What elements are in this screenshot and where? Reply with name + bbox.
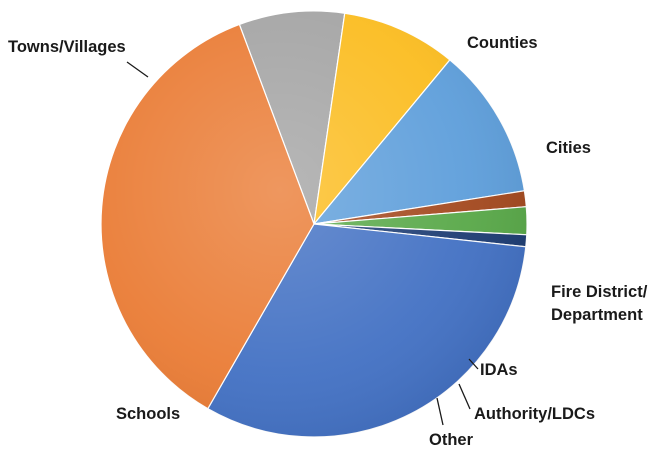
slice-label-schools: Schools	[116, 405, 180, 423]
slice-label-authority-ldcs: Authority/LDCs	[474, 405, 595, 423]
slice-labels: Counties Cities Fire District/Department ID…	[8, 34, 648, 449]
slice-label-towns-villages: Towns/Villages	[8, 38, 126, 56]
pie-slices	[100, 10, 528, 438]
leader-line-authority-ldcs	[458, 383, 471, 410]
slice-label-idas: IDAs	[480, 361, 518, 379]
slice-label-counties: Counties	[467, 34, 538, 52]
slice-label-other: Other	[429, 431, 474, 449]
leader-lines	[126, 61, 479, 426]
leader-line-other	[436, 397, 444, 426]
leader-line-towns-villages	[126, 61, 149, 78]
slice-label-cities: Cities	[546, 139, 591, 157]
leader-line-idas	[468, 358, 479, 370]
slice-label-fire-district-department: Fire District/Department	[551, 283, 648, 324]
